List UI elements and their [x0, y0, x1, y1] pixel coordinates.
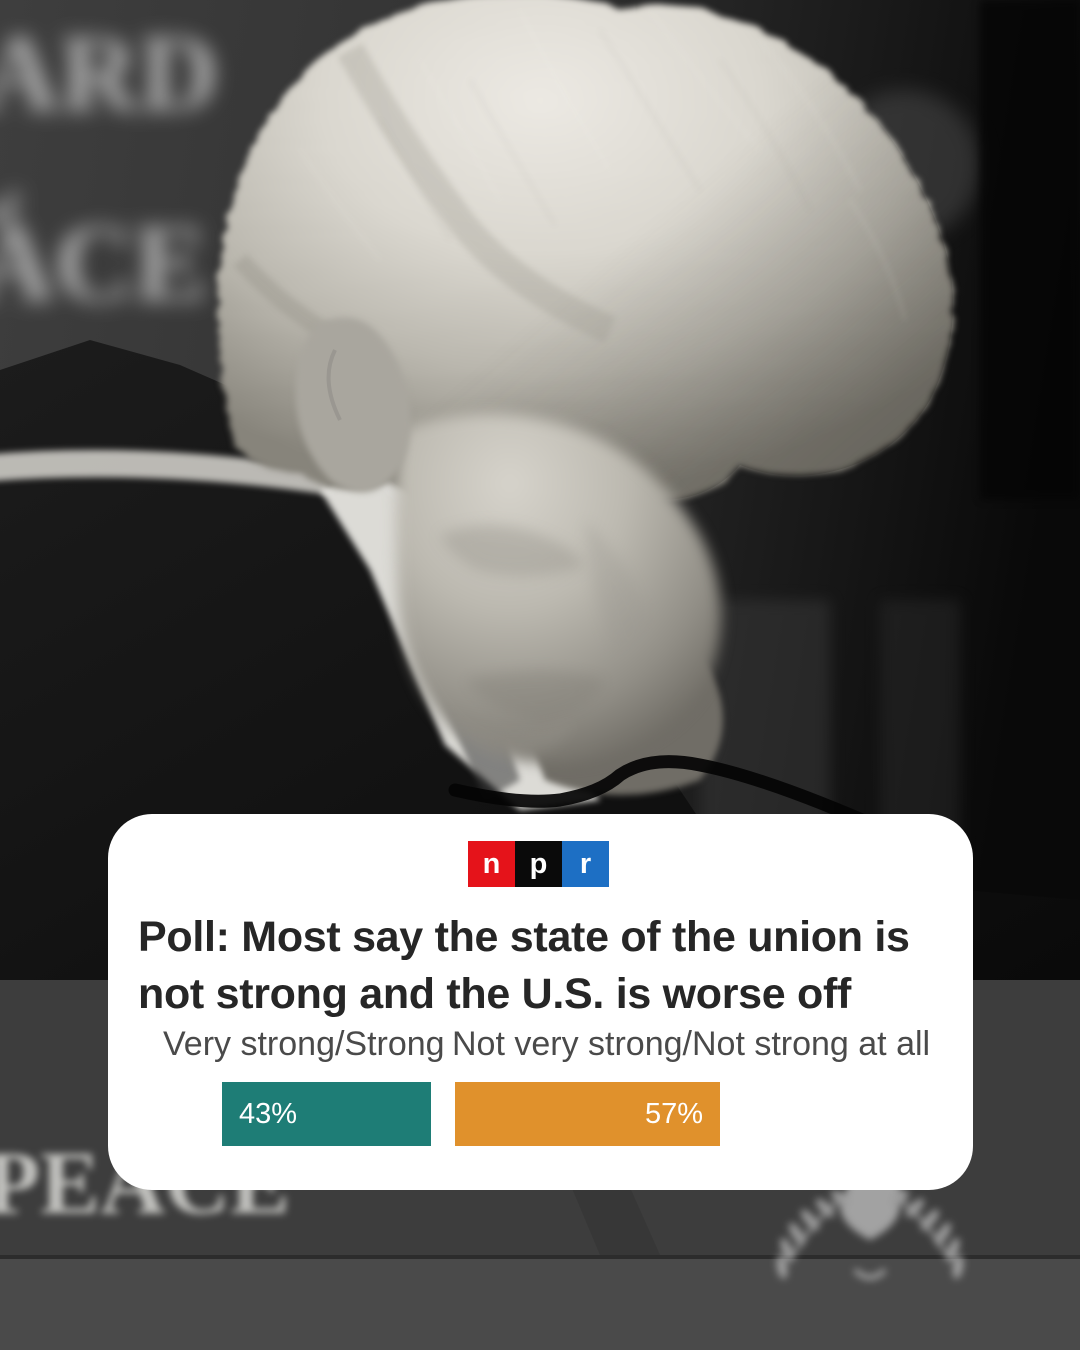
svg-text:ARD: ARD — [0, 12, 218, 134]
svg-text:ACE: ACE — [0, 202, 207, 324]
